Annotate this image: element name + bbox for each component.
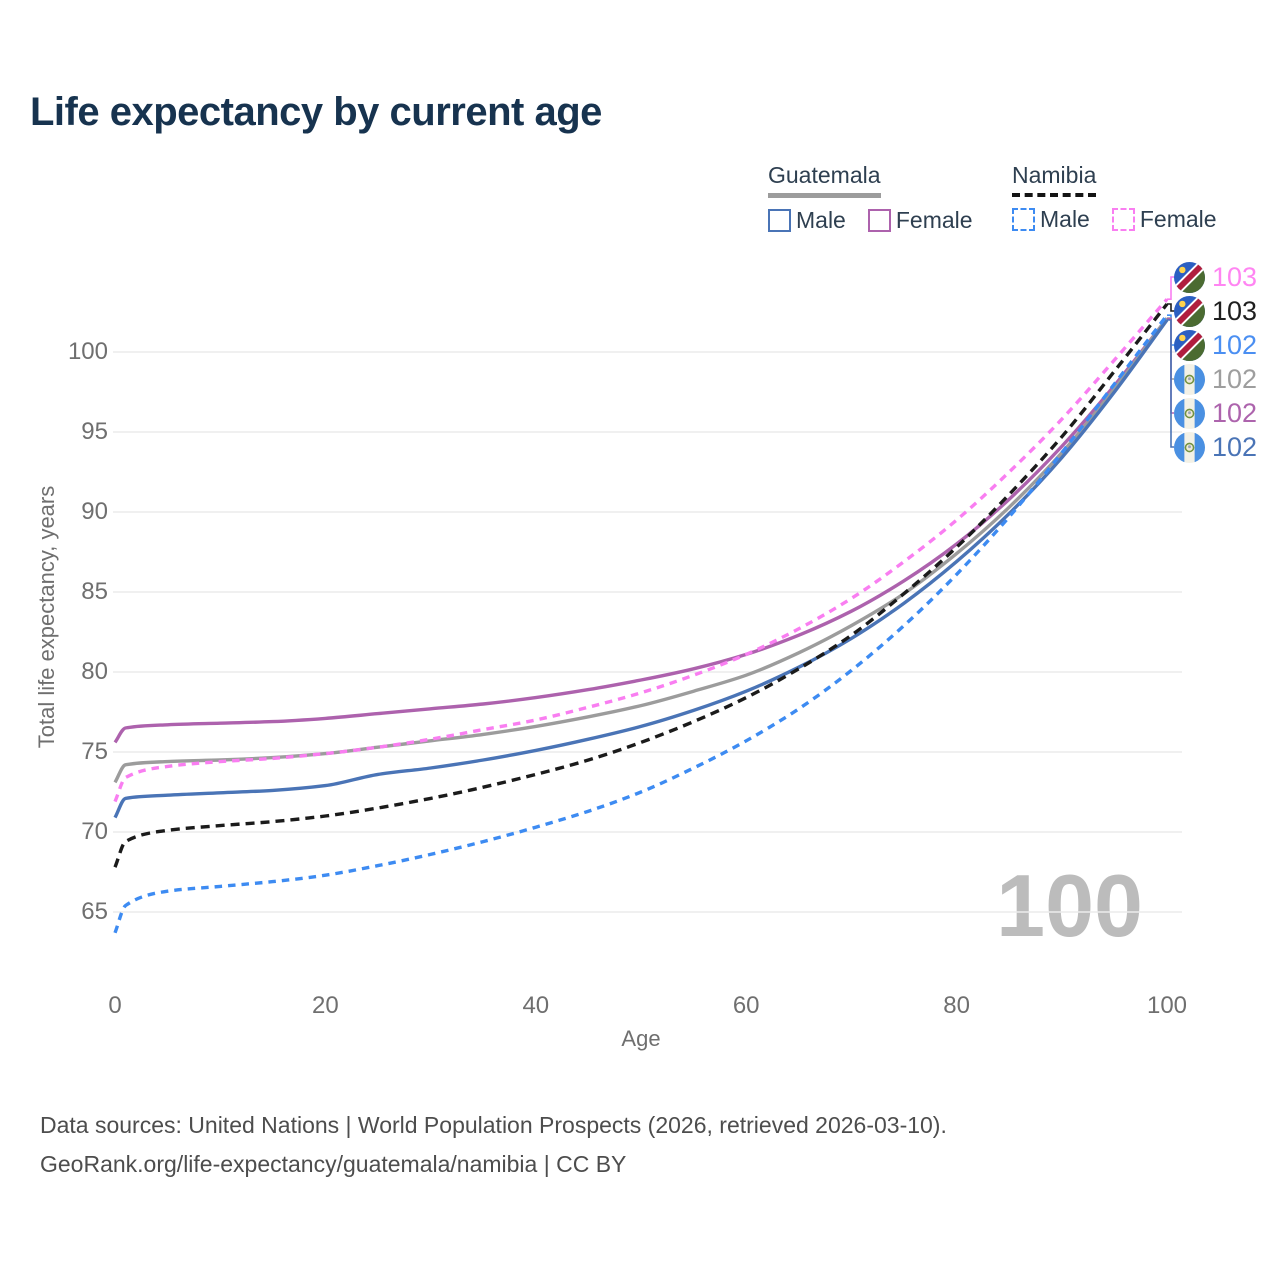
legend-swatch-icon (1012, 208, 1035, 231)
end-label-row-na_female: 103 (1174, 261, 1257, 293)
legend-item-guatemala-female[interactable]: Female (867, 207, 973, 234)
legend-country-namibia[interactable]: Namibia (1012, 162, 1097, 197)
series-line-gt_male (113, 318, 1169, 819)
legend-item-label: Male (1040, 206, 1090, 232)
legend-item-namibia-female[interactable]: Female (1111, 206, 1217, 233)
legend-items-namibia: Male Female (1012, 206, 1217, 233)
x-tick-0: 0 (108, 992, 122, 1019)
flag-guatemala-icon (1174, 431, 1205, 463)
legend-swatch-icon (867, 209, 891, 232)
end-label-row-gt_female: 102 (1174, 397, 1257, 429)
end-label-value-na_female: 103 (1212, 262, 1258, 292)
footer: Data sources: United Nations | World Pop… (40, 1106, 947, 1184)
series-line-na_all (113, 302, 1169, 868)
end-label-row-na_male: 102 (1174, 329, 1257, 361)
end-label-row-na_all: 103 (1174, 295, 1257, 327)
x-tick-100: 100 (1146, 992, 1188, 1019)
x-tick-20: 20 (312, 992, 339, 1019)
series-line-na_female (113, 298, 1169, 803)
flag-namibia-icon (1174, 261, 1205, 293)
legend-items-guatemala: Male Female (768, 207, 973, 234)
y-tick-95: 95 (81, 418, 108, 445)
legend-item-label: Female (895, 207, 973, 233)
x-tick-60: 60 (732, 992, 760, 1019)
flag-guatemala-icon (1174, 397, 1205, 429)
legend-swatch-icon (768, 209, 791, 232)
end-label-leader-gt_male (1167, 319, 1175, 448)
legend-item-label: Male (796, 207, 846, 233)
y-tick-85: 85 (81, 578, 108, 605)
end-label-row-gt_all: 102 (1174, 363, 1257, 395)
legend-group-guatemala: Guatemala Male Female (768, 162, 973, 234)
flag-namibia-icon (1174, 329, 1205, 361)
x-tick-40: 40 (522, 992, 550, 1019)
end-label-row-gt_male: 102 (1174, 431, 1257, 463)
end-label-value-na_male: 102 (1212, 330, 1258, 360)
flag-guatemala-icon (1174, 363, 1205, 395)
flag-namibia-icon (1174, 295, 1205, 327)
legend-swatch-icon (1111, 208, 1135, 231)
end-label-leader-na_all (1167, 303, 1175, 312)
legend-country-guatemala[interactable]: Guatemala (768, 162, 881, 198)
x-tick-80: 80 (943, 992, 970, 1019)
end-label-value-gt_female: 102 (1212, 398, 1258, 428)
end-label-value-gt_all: 102 (1212, 364, 1258, 394)
series-line-na_male (113, 314, 1169, 934)
legend-item-guatemala-male[interactable]: Male (768, 207, 846, 234)
y-tick-65: 65 (81, 898, 108, 925)
end-label-leader-na_female (1167, 276, 1175, 300)
series-line-gt_all (113, 317, 1169, 784)
y-tick-80: 80 (81, 658, 108, 685)
end-label-value-gt_male: 102 (1212, 432, 1258, 462)
y-tick-75: 75 (81, 738, 108, 765)
x-axis-title: Age (621, 1026, 661, 1051)
chart-title: Life expectancy by current age (30, 90, 602, 134)
end-label-value-na_all: 103 (1212, 296, 1258, 326)
y-tick-90: 90 (81, 498, 108, 525)
series-line-gt_female (113, 317, 1169, 744)
footer-attribution: GeoRank.org/life-expectancy/guatemala/na… (40, 1151, 627, 1177)
y-tick-100: 100 (67, 338, 108, 365)
legend-group-namibia: Namibia Male Female (1012, 162, 1217, 233)
legend-item-namibia-male[interactable]: Male (1012, 206, 1090, 233)
age-watermark: 100 (996, 856, 1143, 955)
legend-item-label: Female (1139, 206, 1217, 232)
footer-data-sources: Data sources: United Nations | World Pop… (40, 1112, 947, 1138)
y-tick-70: 70 (81, 818, 108, 845)
